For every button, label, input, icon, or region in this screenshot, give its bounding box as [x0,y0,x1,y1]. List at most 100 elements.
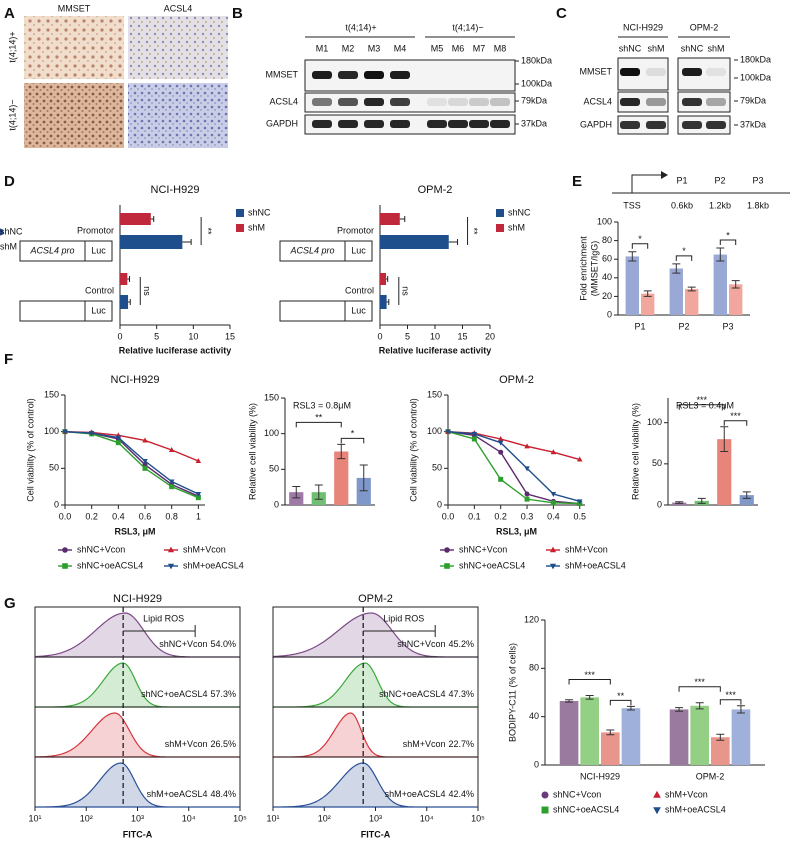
x-tick-label: 0.2 [85,511,98,521]
sample-percent: 57.3% [210,689,236,699]
category-label: Promotor [77,225,114,235]
x-tick-label: 15 [457,331,467,341]
y-tick-label: 80 [602,235,612,245]
y-tick-label: 50 [269,464,279,474]
y-tick-label: 150 [427,389,442,399]
blot-box [617,115,669,135]
line [64,430,199,462]
error-bar [565,699,574,703]
distance-label: 1.8kb [747,200,769,210]
point [498,449,504,455]
error-bar [314,484,323,500]
blot-band [620,121,640,129]
marker-label: 37kDa [521,118,547,128]
y-tick-label: 40 [529,711,539,721]
blot-band [682,68,702,76]
sample-label: shM+oeACSL4 42.4% [385,789,474,799]
point [88,431,95,437]
gate-bracket [123,625,196,637]
legend-marker [167,563,175,570]
significance-bracket [675,255,693,261]
x-tick-label: 10⁴ [182,813,196,823]
legend-label: shM [248,222,265,232]
x-tick-label: 0.4 [547,511,560,521]
category-label: Control [345,285,374,295]
x-tick-label: P1 [634,321,645,331]
legend-label: shNC+oeACSL4 [77,560,143,570]
construct-label: Luc [351,245,366,255]
bar [685,288,699,315]
y-tick-label: 0 [607,309,612,319]
chart-title: OPM-2 [499,374,534,386]
x-axis-label: RSL3, μM [114,526,155,536]
lane-label: M8 [494,43,507,53]
sample-percent: 45.2% [448,639,474,649]
sample-name: shNC+oeACSL4 [141,689,207,699]
point [471,436,477,442]
y-axis-label: Cell viability (% of control) [25,398,35,502]
bar [120,273,128,285]
tss-label: TSS [623,200,641,210]
bar [669,268,683,315]
legend-label: shNC+oeACSL4 [459,560,525,570]
blot-band [646,98,666,106]
blot-band [490,98,510,106]
histogram-curve [272,762,478,808]
x-tick-label: 5 [405,331,410,341]
x-tick-label: 0.2 [494,511,507,521]
y-tick-label: 0 [54,499,59,509]
x-axis-label: FITC-A [123,829,153,839]
lane-label: M3 [368,43,381,53]
point [550,449,557,455]
legend-marker [62,547,68,553]
lane-label: M4 [394,43,407,53]
site-label: P1 [676,175,687,185]
y-tick-label: 100 [427,426,442,436]
chart-title: NCI-H929 [113,593,162,605]
sample-name: shNC+Vcon [397,639,445,649]
y-tick-label: 0 [274,499,279,509]
bar [356,477,371,505]
legend-marker [167,546,175,553]
y-axis-label: Relative cell viability (%) [630,403,640,500]
chart-title: OPM-2 [418,184,453,196]
legend-swatch [236,224,244,232]
legend-swatch [496,224,504,232]
significance-label: *** [696,395,707,405]
blot-band [490,120,510,128]
x-tick-label: 15 [225,331,235,341]
marker-label: 100kDa [521,78,552,88]
y-axis-label: BODIPY-C11 (% of cells) [507,643,517,742]
chart-title: NCI-H929 [111,374,160,386]
legend-marker [541,806,549,814]
error-bar [399,216,406,222]
histogram-curve [34,612,240,658]
tss-arrow [631,174,662,193]
histogram-curve [34,662,240,708]
legend-marker [549,563,557,570]
marker-label: 180kDa [521,55,552,65]
error-bar [386,299,390,305]
construct-box [279,240,373,262]
error-bar [675,501,684,504]
annotation: RSL3 = 0.4μM [676,400,734,410]
row-label: t(4;14)− [7,99,17,130]
blot-band [448,98,468,106]
legend-label: shM+oeACSL4 [665,804,726,814]
point [576,456,583,462]
panel-letter: E [572,173,582,190]
bar [380,213,400,225]
construct-label: Luc [91,305,106,315]
x-tick-label: 0.1 [468,511,481,521]
x-tick-label: 0.0 [442,511,455,521]
lane-label: shM [707,43,724,53]
y-tick-label: 60 [602,254,612,264]
error-bar [585,695,594,700]
sample-name: shNC+Vcon [159,639,207,649]
panel-letter: B [232,5,243,22]
point [498,476,504,482]
x-tick-label: 10⁵ [471,813,485,823]
significance-label: ** [315,413,323,423]
x-tick-label: 5 [154,331,159,341]
legend-label: shNC+Vcon [459,544,507,554]
